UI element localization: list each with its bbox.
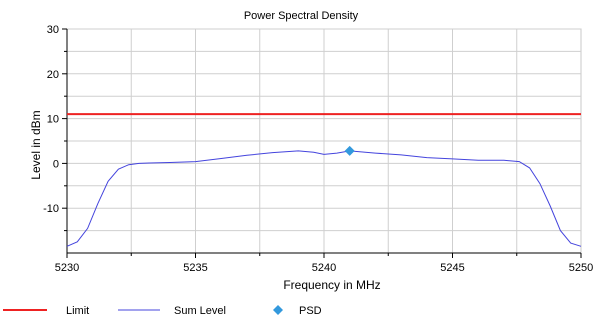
y-axis-label: Level in dBm [29, 110, 43, 179]
legend-label: PSD [299, 305, 322, 317]
x-tick-label: 5245 [440, 262, 464, 274]
x-tick-label: 5235 [183, 262, 207, 274]
series-layer [66, 113, 582, 247]
y-tick-label: 30 [47, 24, 59, 36]
x-tick-label: 5250 [569, 262, 593, 274]
x-tick-label: 5240 [312, 262, 336, 274]
y-tick-label: 10 [47, 114, 59, 126]
y-tick-label: -10 [43, 203, 59, 215]
psd-marker [344, 145, 355, 156]
y-tick-label: 0 [53, 158, 59, 170]
legend-psd-symbol [273, 305, 283, 315]
legend-label: Sum Level [174, 305, 226, 317]
x-tick-label: 5230 [55, 262, 79, 274]
y-tick-label: 20 [47, 69, 59, 81]
legend-label: Limit [66, 305, 89, 317]
chart-title: Power Spectral Density [244, 10, 359, 22]
axes: 30 20 10 0 -10 5230 5235 5240 5245 5250 [43, 24, 593, 274]
x-axis-label: Frequency in MHz [283, 278, 380, 292]
legend: Limit Sum Level PSD [3, 305, 322, 317]
grid-lines [67, 28, 581, 253]
sum-level-line [66, 150, 582, 247]
